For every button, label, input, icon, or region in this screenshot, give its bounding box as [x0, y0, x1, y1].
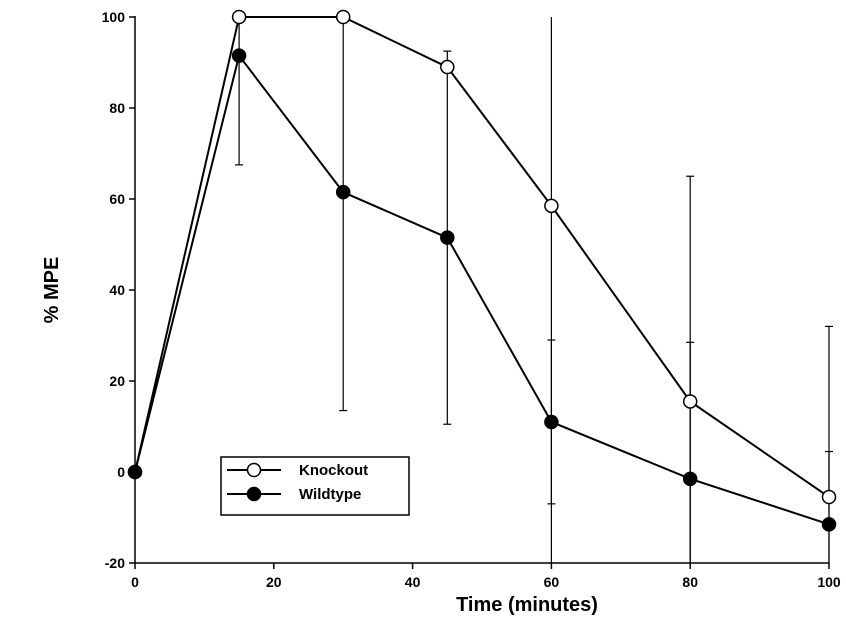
legend-label: Wildtype: [299, 486, 361, 503]
wildtype-point: [821, 517, 837, 532]
legend-label: Knockout: [299, 462, 368, 479]
y-tick-label: 0: [117, 464, 125, 480]
wildtype-point: [231, 48, 247, 63]
x-tick-label: 80: [682, 574, 698, 590]
tick-labels: -20 0 20 40 60 80 100 0 20 40 60 80 100: [102, 9, 841, 590]
data-markers: [127, 9, 837, 532]
x-tick-label: 20: [266, 574, 282, 590]
x-tick-label: 0: [131, 574, 139, 590]
wildtype-point: [127, 464, 143, 480]
y-tick-label: -20: [105, 555, 125, 571]
y-tick-label: 100: [102, 9, 126, 25]
wildtype-point: [335, 184, 351, 200]
legend-marker: [246, 462, 262, 478]
legend: Knockout Wildtype: [220, 456, 410, 516]
knockout-point: [440, 59, 455, 75]
x-axis-title: Time (minutes): [456, 594, 598, 616]
wildtype-point: [544, 414, 559, 430]
y-tick-label: 60: [109, 191, 125, 207]
y-tick-label: 40: [109, 282, 125, 298]
knockout-point: [544, 198, 559, 214]
legend-marker: [246, 486, 262, 502]
knockout-point: [335, 9, 351, 25]
knockout-point: [231, 9, 247, 25]
x-tick-label: 60: [544, 574, 560, 590]
y-tick-label: 20: [109, 373, 125, 389]
x-tick-label: 40: [405, 574, 421, 590]
y-axis-title: % MPE: [41, 257, 63, 324]
wildtype-point: [440, 230, 455, 245]
x-tick-label: 100: [817, 574, 841, 590]
knockout-point: [821, 489, 837, 505]
wildtype-point: [682, 471, 698, 487]
knockout-point: [682, 394, 698, 409]
y-tick-label: 80: [109, 100, 125, 116]
